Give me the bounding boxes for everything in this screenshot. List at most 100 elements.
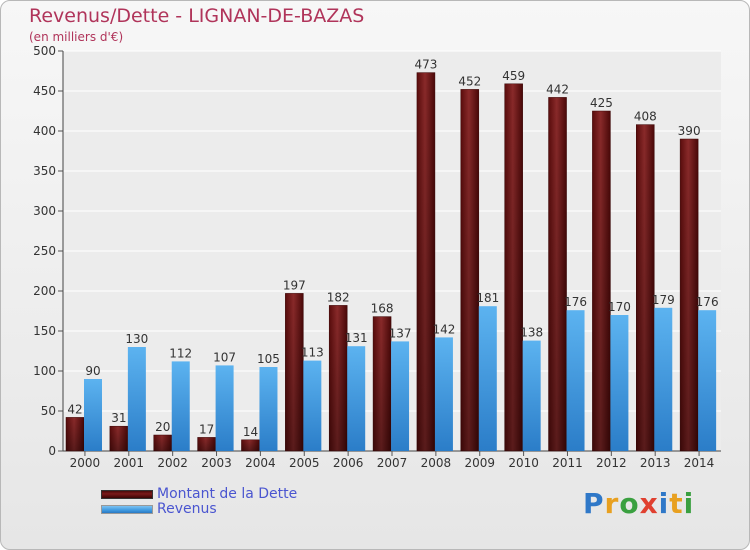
x-tick-label: 2004	[245, 456, 276, 470]
y-tick-label: 250	[33, 244, 56, 258]
revenue-bar	[391, 341, 410, 451]
revenue-bar	[434, 337, 453, 451]
y-tick-label: 50	[41, 404, 56, 418]
y-tick-label: 200	[33, 284, 56, 298]
revenue-value-label: 113	[301, 346, 324, 360]
revenue-bar	[127, 347, 146, 451]
legend-label-debt: Montant de la Dette	[157, 486, 298, 502]
debt-bar-shade	[66, 417, 84, 451]
logo-letter: i	[658, 487, 670, 520]
logo-letter: r	[604, 487, 620, 520]
revenue-bar	[171, 361, 190, 451]
x-tick-label: 2014	[684, 456, 715, 470]
chart-title: Revenus/Dette - LIGNAN-DE-BAZAS	[29, 5, 365, 27]
debt-value-label: 20	[155, 420, 170, 434]
x-tick-label: 2006	[333, 456, 364, 470]
debt-bar-shade	[592, 111, 611, 451]
debt-bar-shade	[197, 437, 216, 451]
revenue-bar	[259, 367, 278, 451]
revenue-value-label: 142	[432, 322, 455, 336]
debt-value-label: 459	[502, 69, 525, 83]
revenue-bar	[84, 379, 102, 451]
revenue-bar	[522, 340, 541, 451]
debt-value-label: 31	[111, 411, 126, 425]
y-tick-label: 0	[48, 444, 56, 458]
debt-value-label: 452	[458, 74, 481, 88]
x-tick-label: 2009	[464, 456, 495, 470]
debt-value-label: 168	[371, 302, 394, 316]
revenue-value-label: 170	[608, 300, 631, 314]
revenue-value-label: 176	[696, 295, 719, 309]
y-tick-label: 100	[33, 364, 56, 378]
revenue-value-label: 179	[652, 293, 675, 307]
legend-swatch-revenue	[101, 505, 153, 514]
x-tick-label: 2007	[377, 456, 408, 470]
proxiti-logo: Proxiti	[583, 487, 694, 520]
debt-value-label: 14	[243, 425, 258, 439]
logo-letter: P	[583, 487, 605, 520]
debt-bar-shade	[373, 316, 392, 451]
y-tick-label: 400	[33, 124, 56, 138]
x-tick-label: 2008	[421, 456, 452, 470]
logo-letter: t	[669, 487, 684, 520]
debt-bar-shade	[636, 124, 655, 451]
y-tick-label: 350	[33, 164, 56, 178]
x-tick-label: 2002	[157, 456, 188, 470]
logo-letter: o	[619, 487, 640, 520]
revenue-value-label: 90	[85, 364, 100, 378]
y-tick-label: 300	[33, 204, 56, 218]
revenue-value-label: 112	[169, 346, 192, 360]
debt-bar-shade	[241, 439, 260, 451]
revenue-bar	[303, 360, 322, 451]
debt-value-label: 442	[546, 82, 569, 96]
revenue-bar	[566, 310, 585, 451]
revenue-value-label: 107	[213, 350, 236, 364]
revenue-value-label: 137	[389, 326, 412, 340]
y-tick-label: 150	[33, 324, 56, 338]
debt-value-label: 197	[283, 278, 306, 292]
x-tick-label: 2012	[596, 456, 627, 470]
x-tick-label: 2005	[289, 456, 320, 470]
debt-value-label: 182	[327, 290, 350, 304]
x-tick-label: 2003	[201, 456, 232, 470]
logo-letter: i	[683, 487, 695, 520]
debt-value-label: 17	[199, 422, 214, 436]
revenue-value-label: 130	[125, 332, 148, 346]
revenue-value-label: 138	[520, 326, 543, 340]
chart-subtitle: (en milliers d'€)	[29, 30, 124, 44]
revenue-bar	[654, 307, 673, 451]
legend-label-revenue: Revenus	[157, 501, 217, 517]
debt-bar-shade	[460, 89, 479, 452]
x-tick-label: 2001	[114, 456, 145, 470]
debt-bar-shade	[153, 435, 172, 451]
debt-bar-shade	[548, 97, 567, 452]
revenue-value-label: 131	[345, 331, 368, 345]
debt-value-label: 42	[67, 402, 82, 416]
x-tick-label: 2013	[640, 456, 671, 470]
revenue-value-label: 176	[564, 295, 587, 309]
revenue-bar	[478, 306, 497, 451]
y-tick-label: 500	[33, 44, 56, 58]
logo-letter: x	[639, 487, 659, 520]
debt-value-label: 390	[678, 124, 701, 138]
debt-bar-shade	[416, 72, 435, 451]
revenue-value-label: 181	[476, 291, 499, 305]
debt-value-label: 473	[414, 58, 437, 72]
debt-bar-shade	[504, 83, 523, 452]
debt-value-label: 408	[634, 110, 657, 124]
x-tick-label: 2010	[508, 456, 539, 470]
debt-bar-shade	[680, 139, 699, 451]
revenue-value-label: 105	[257, 352, 280, 366]
revenue-bar	[698, 310, 717, 451]
debt-value-label: 425	[590, 96, 613, 110]
x-tick-label: 2011	[552, 456, 583, 470]
revenue-bar	[347, 346, 366, 451]
debt-bar-shade	[285, 293, 304, 451]
legend-swatch-debt	[101, 490, 153, 499]
revenue-bar	[610, 315, 629, 451]
x-tick-label: 2000	[70, 456, 101, 470]
debt-bar-shade	[329, 305, 348, 451]
revenue-bar	[215, 365, 234, 451]
